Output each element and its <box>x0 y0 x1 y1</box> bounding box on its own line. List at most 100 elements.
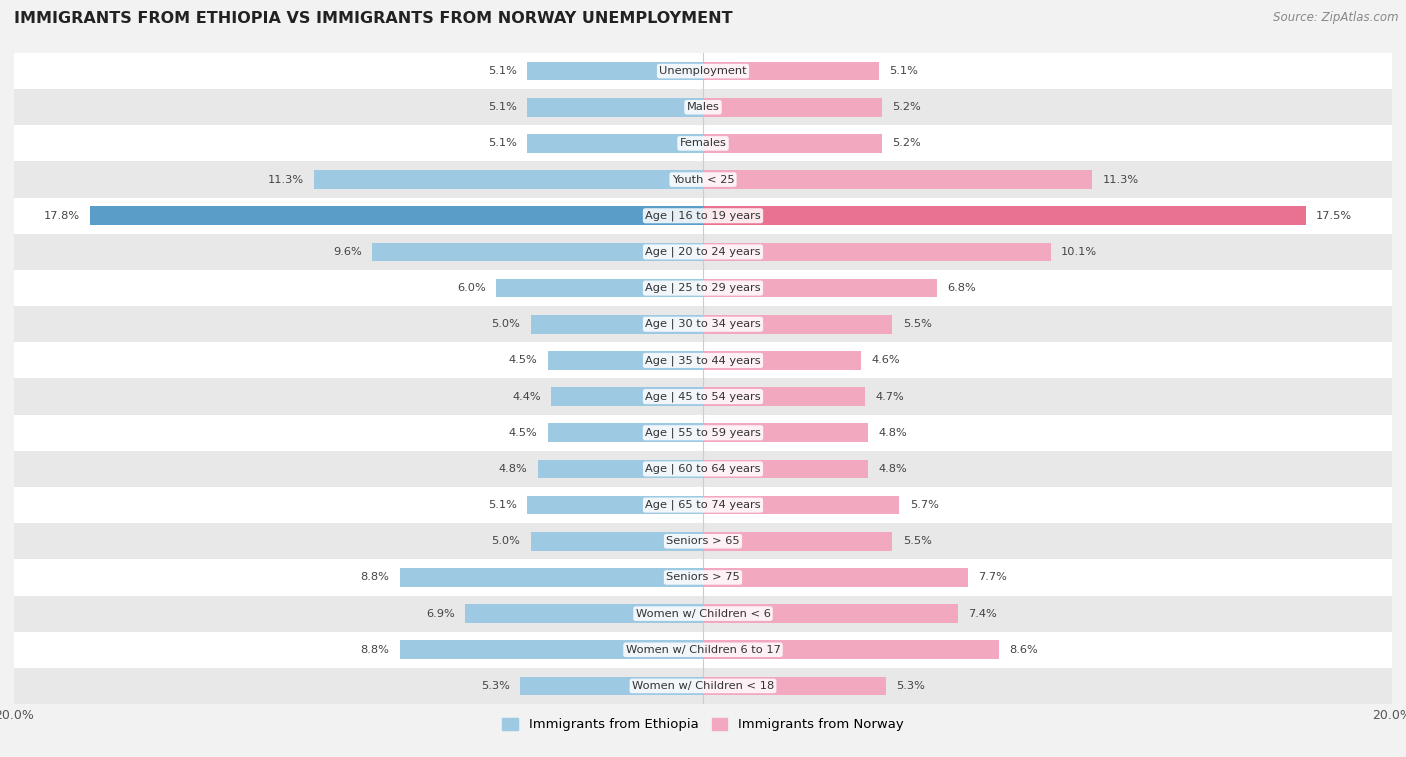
Bar <box>14 234 1392 270</box>
Text: 8.8%: 8.8% <box>361 645 389 655</box>
Bar <box>14 631 1392 668</box>
Bar <box>703 351 862 370</box>
Bar <box>703 387 865 406</box>
Bar <box>703 604 957 623</box>
Text: Youth < 25: Youth < 25 <box>672 175 734 185</box>
Bar <box>14 378 1392 415</box>
Bar <box>531 532 703 550</box>
Text: 7.7%: 7.7% <box>979 572 1008 582</box>
Bar <box>703 423 869 442</box>
Text: 5.7%: 5.7% <box>910 500 939 510</box>
Bar <box>548 351 703 370</box>
Text: Age | 20 to 24 years: Age | 20 to 24 years <box>645 247 761 257</box>
Text: Age | 25 to 29 years: Age | 25 to 29 years <box>645 283 761 293</box>
Text: 4.8%: 4.8% <box>879 464 907 474</box>
Bar <box>703 640 1000 659</box>
Text: 5.5%: 5.5% <box>903 536 932 547</box>
Text: 10.1%: 10.1% <box>1062 247 1097 257</box>
Text: 5.3%: 5.3% <box>896 681 925 691</box>
Text: 5.0%: 5.0% <box>492 319 520 329</box>
Text: 5.1%: 5.1% <box>488 139 517 148</box>
Text: 5.1%: 5.1% <box>488 102 517 112</box>
Text: Age | 30 to 34 years: Age | 30 to 34 years <box>645 319 761 329</box>
Text: 11.3%: 11.3% <box>267 175 304 185</box>
Bar <box>14 415 1392 451</box>
Bar <box>14 306 1392 342</box>
Text: Women w/ Children < 6: Women w/ Children < 6 <box>636 609 770 618</box>
Bar <box>399 568 703 587</box>
Bar <box>548 423 703 442</box>
Text: 5.0%: 5.0% <box>492 536 520 547</box>
Bar <box>703 315 893 334</box>
Bar <box>90 207 703 225</box>
Bar <box>703 532 893 550</box>
Bar <box>703 568 969 587</box>
Bar <box>703 170 1092 189</box>
Text: Women w/ Children < 18: Women w/ Children < 18 <box>631 681 775 691</box>
Bar <box>14 89 1392 126</box>
Bar <box>703 279 938 298</box>
Bar <box>520 677 703 696</box>
Text: Age | 65 to 74 years: Age | 65 to 74 years <box>645 500 761 510</box>
Text: 4.8%: 4.8% <box>499 464 527 474</box>
Text: 5.3%: 5.3% <box>481 681 510 691</box>
Bar <box>14 126 1392 161</box>
Bar <box>14 668 1392 704</box>
Bar <box>496 279 703 298</box>
Text: 6.9%: 6.9% <box>426 609 456 618</box>
Text: 5.2%: 5.2% <box>893 102 921 112</box>
Text: Age | 35 to 44 years: Age | 35 to 44 years <box>645 355 761 366</box>
Bar <box>703 496 900 515</box>
Text: Seniors > 75: Seniors > 75 <box>666 572 740 582</box>
Bar <box>703 61 879 80</box>
Bar <box>465 604 703 623</box>
Text: Females: Females <box>679 139 727 148</box>
Text: 5.1%: 5.1% <box>488 500 517 510</box>
Text: Males: Males <box>686 102 720 112</box>
Bar <box>527 98 703 117</box>
Text: 7.4%: 7.4% <box>969 609 997 618</box>
Text: Seniors > 65: Seniors > 65 <box>666 536 740 547</box>
Text: 5.1%: 5.1% <box>488 66 517 76</box>
Bar <box>531 315 703 334</box>
Bar <box>527 134 703 153</box>
Bar <box>14 559 1392 596</box>
Text: 5.5%: 5.5% <box>903 319 932 329</box>
Text: Source: ZipAtlas.com: Source: ZipAtlas.com <box>1274 11 1399 24</box>
Bar <box>703 242 1050 261</box>
Bar <box>14 523 1392 559</box>
Bar <box>537 459 703 478</box>
Text: 4.5%: 4.5% <box>509 356 537 366</box>
Text: 17.8%: 17.8% <box>44 210 80 221</box>
Text: Age | 45 to 54 years: Age | 45 to 54 years <box>645 391 761 402</box>
Bar <box>14 161 1392 198</box>
Bar <box>703 134 882 153</box>
Bar <box>527 496 703 515</box>
Bar <box>703 207 1306 225</box>
Text: Age | 55 to 59 years: Age | 55 to 59 years <box>645 428 761 438</box>
Text: 11.3%: 11.3% <box>1102 175 1139 185</box>
Text: 4.8%: 4.8% <box>879 428 907 438</box>
Text: Women w/ Children 6 to 17: Women w/ Children 6 to 17 <box>626 645 780 655</box>
Bar <box>703 98 882 117</box>
Bar <box>703 459 869 478</box>
Bar <box>527 61 703 80</box>
Text: IMMIGRANTS FROM ETHIOPIA VS IMMIGRANTS FROM NORWAY UNEMPLOYMENT: IMMIGRANTS FROM ETHIOPIA VS IMMIGRANTS F… <box>14 11 733 26</box>
Bar <box>14 596 1392 631</box>
Text: 4.6%: 4.6% <box>872 356 900 366</box>
Text: 17.5%: 17.5% <box>1316 210 1353 221</box>
Text: 4.5%: 4.5% <box>509 428 537 438</box>
Text: 6.8%: 6.8% <box>948 283 976 293</box>
Bar <box>314 170 703 189</box>
Text: 8.6%: 8.6% <box>1010 645 1038 655</box>
Bar <box>14 487 1392 523</box>
Bar <box>14 270 1392 306</box>
Text: 5.1%: 5.1% <box>889 66 918 76</box>
Bar <box>373 242 703 261</box>
Text: 4.7%: 4.7% <box>875 391 904 401</box>
Text: 8.8%: 8.8% <box>361 572 389 582</box>
Text: 4.4%: 4.4% <box>512 391 541 401</box>
Bar <box>14 53 1392 89</box>
Text: 5.2%: 5.2% <box>893 139 921 148</box>
Text: 6.0%: 6.0% <box>457 283 486 293</box>
